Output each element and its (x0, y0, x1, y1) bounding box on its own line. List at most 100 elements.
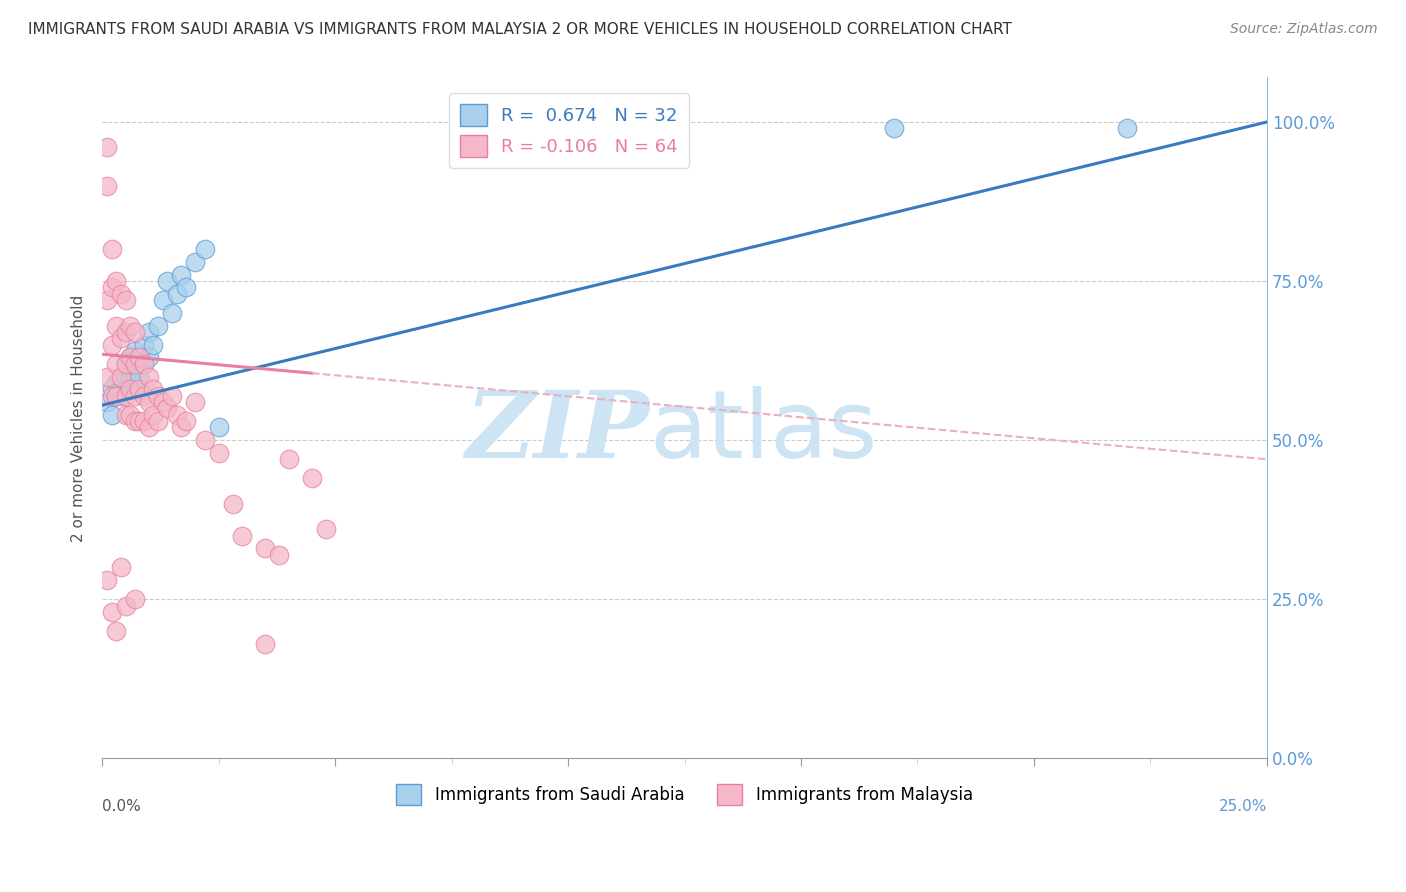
Point (105, 274, 128, 288)
Point (142, 382, 165, 396)
Point (124, 344, 146, 359)
Point (114, 408, 136, 422)
Point (166, 408, 188, 422)
Text: 25.0%: 25.0% (1219, 799, 1267, 814)
Point (120, 318, 142, 333)
Legend: Immigrants from Saudi Arabia, Immigrants from Malaysia: Immigrants from Saudi Arabia, Immigrants… (389, 778, 980, 812)
Point (208, 446, 231, 460)
Point (96, 140, 118, 154)
Point (110, 369, 132, 384)
Point (110, 369, 132, 384)
Point (105, 389, 128, 403)
Point (128, 414, 150, 428)
Point (142, 337, 165, 351)
Point (166, 286, 188, 301)
Point (254, 541, 277, 556)
Point (221, 497, 243, 511)
Point (277, 452, 299, 467)
Point (174, 414, 197, 428)
Point (254, 637, 277, 651)
Point (105, 318, 128, 333)
Point (301, 471, 323, 485)
Point (156, 274, 179, 288)
Point (100, 242, 122, 256)
Point (883, 121, 905, 136)
Point (128, 351, 150, 365)
Point (96, 395, 118, 409)
Point (184, 395, 207, 409)
Point (156, 401, 179, 416)
Point (124, 357, 146, 371)
Y-axis label: 2 or more Vehicles in Household: 2 or more Vehicles in Household (72, 294, 86, 541)
Point (1116, 121, 1139, 136)
Point (128, 351, 150, 365)
Point (134, 357, 156, 371)
Point (160, 306, 183, 320)
Point (138, 325, 160, 339)
Point (152, 395, 174, 409)
Point (134, 337, 156, 351)
Text: ZIP: ZIP (465, 386, 650, 476)
Point (194, 242, 217, 256)
Point (134, 357, 156, 371)
Point (142, 408, 165, 422)
Point (120, 408, 142, 422)
Point (105, 624, 128, 638)
Point (114, 357, 136, 371)
Point (120, 369, 142, 384)
Point (170, 420, 193, 434)
Point (152, 293, 174, 308)
Point (96, 293, 118, 308)
Text: IMMIGRANTS FROM SAUDI ARABIA VS IMMIGRANTS FROM MALAYSIA 2 OR MORE VEHICLES IN H: IMMIGRANTS FROM SAUDI ARABIA VS IMMIGRAN… (28, 22, 1012, 37)
Point (120, 351, 142, 365)
Point (231, 528, 253, 542)
Point (114, 382, 136, 396)
Point (124, 369, 146, 384)
Point (124, 592, 146, 607)
Point (100, 408, 122, 422)
Point (146, 414, 169, 428)
Point (96, 178, 118, 193)
Point (100, 605, 122, 619)
Point (110, 560, 132, 574)
Point (100, 389, 122, 403)
Text: atlas: atlas (650, 385, 877, 477)
Point (174, 280, 197, 294)
Point (146, 389, 169, 403)
Point (124, 325, 146, 339)
Point (114, 325, 136, 339)
Point (105, 376, 128, 390)
Point (124, 414, 146, 428)
Point (160, 389, 183, 403)
Point (138, 351, 160, 365)
Point (120, 351, 142, 365)
Point (128, 369, 150, 384)
Point (134, 389, 156, 403)
Point (128, 382, 150, 396)
Point (124, 389, 146, 403)
Point (110, 331, 132, 345)
Point (110, 286, 132, 301)
Point (114, 599, 136, 613)
Point (96, 573, 118, 587)
Point (100, 382, 122, 396)
Point (184, 255, 207, 269)
Point (114, 293, 136, 308)
Point (208, 420, 231, 434)
Point (315, 522, 337, 536)
Point (114, 357, 136, 371)
Point (114, 389, 136, 403)
Point (120, 382, 142, 396)
Point (138, 420, 160, 434)
Point (194, 433, 217, 447)
Point (138, 369, 160, 384)
Text: 0.0%: 0.0% (103, 799, 141, 814)
Text: Source: ZipAtlas.com: Source: ZipAtlas.com (1230, 22, 1378, 37)
Point (96, 369, 118, 384)
Point (138, 395, 160, 409)
Point (134, 414, 156, 428)
Point (105, 357, 128, 371)
Point (105, 389, 128, 403)
Point (110, 389, 132, 403)
Point (100, 280, 122, 294)
